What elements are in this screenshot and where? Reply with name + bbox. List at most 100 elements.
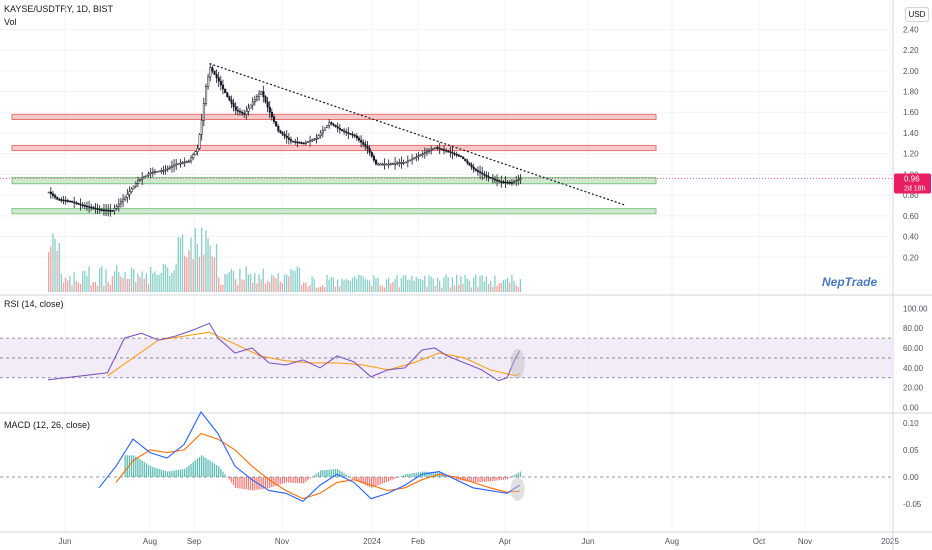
candle-body xyxy=(430,149,433,151)
macd-histogram-bar xyxy=(235,477,237,488)
candle-body xyxy=(368,148,371,153)
volume-bar xyxy=(477,287,479,292)
volume-bar xyxy=(264,283,267,292)
candle-body xyxy=(472,166,475,170)
volume-bar xyxy=(194,227,196,292)
candle-body xyxy=(285,135,288,139)
candle-body xyxy=(355,135,358,139)
volume-bar xyxy=(235,279,237,292)
candle-body xyxy=(100,209,103,211)
volume-bar xyxy=(430,276,432,292)
volume-bar xyxy=(269,281,271,292)
volume-bar xyxy=(143,279,145,292)
macd-tick-label: 0.10 xyxy=(903,419,919,428)
last-price-label: 0.96 xyxy=(904,175,920,184)
currency-button[interactable]: USD xyxy=(905,7,929,22)
volume-bar xyxy=(164,264,167,292)
volume-bar xyxy=(139,276,141,292)
volume-bar xyxy=(254,272,256,292)
macd-histogram-bar xyxy=(239,477,241,489)
volume-bar xyxy=(105,268,107,292)
candle-body xyxy=(460,155,463,158)
volume-bar xyxy=(241,279,243,292)
candle-body xyxy=(111,210,114,212)
macd-title: MACD (12, 26, close) xyxy=(4,420,91,430)
macd-histogram-bar xyxy=(411,473,413,477)
candle-body xyxy=(434,147,437,149)
candle-body xyxy=(432,148,435,150)
candle-body xyxy=(313,138,316,141)
candle-body xyxy=(474,168,477,171)
candle-body xyxy=(171,165,174,168)
macd-histogram-bar xyxy=(175,470,177,477)
candle-body xyxy=(506,181,509,184)
macd-histogram-bar xyxy=(315,473,318,477)
candle-body xyxy=(279,130,282,133)
volume-bar xyxy=(354,276,356,292)
volume-bar xyxy=(116,265,118,292)
price-tick-label: 2.20 xyxy=(903,46,919,55)
volume-bar xyxy=(124,271,126,292)
volume-bar xyxy=(150,266,152,292)
price-tick-label: 2.00 xyxy=(903,67,919,76)
candle-body xyxy=(202,103,205,121)
candle-body xyxy=(307,141,310,143)
macd-histogram-bar xyxy=(417,472,420,477)
volume-bar xyxy=(445,274,447,292)
volume-bar xyxy=(481,275,483,292)
macd-histogram-bar xyxy=(502,477,505,480)
volume-bar xyxy=(266,280,269,292)
candle-body xyxy=(92,207,95,209)
macd-histogram-bar xyxy=(504,477,507,480)
volume-bar xyxy=(324,286,326,292)
volume-bar xyxy=(341,278,343,292)
rsi-tick-label: 100.00 xyxy=(903,304,928,313)
macd-histogram-bar xyxy=(396,477,398,478)
volume-bar xyxy=(364,279,366,292)
candle-body xyxy=(300,142,303,144)
volume-bar xyxy=(181,234,184,292)
macd-histogram-bar xyxy=(194,460,196,477)
volume-bar xyxy=(141,271,143,292)
candle-body xyxy=(381,163,384,166)
x-tick-label: Jun xyxy=(59,537,72,546)
macd-histogram-bar xyxy=(228,477,230,480)
volume-bar xyxy=(368,280,371,292)
volume-bar xyxy=(135,281,137,292)
rsi-line xyxy=(47,322,521,382)
macd-histogram-bar xyxy=(405,474,407,477)
volume-bar xyxy=(207,238,209,292)
volume-bar xyxy=(349,281,352,292)
candle-body xyxy=(345,131,348,134)
candle-body xyxy=(513,181,516,183)
candle-body xyxy=(372,156,375,161)
candle-body xyxy=(117,203,120,207)
volume-bar xyxy=(475,274,477,292)
volume-bar xyxy=(432,278,434,292)
volume-bar xyxy=(237,285,239,292)
macd-histogram-bar xyxy=(332,469,335,477)
macd-histogram-bar xyxy=(487,477,490,482)
volume-bar xyxy=(494,275,496,292)
x-tick-label: Aug xyxy=(665,537,679,546)
candle-body xyxy=(64,200,67,202)
macd-histogram-bar xyxy=(296,477,298,484)
candle-body xyxy=(377,163,380,166)
volume-bar xyxy=(362,276,364,292)
volume-bar xyxy=(290,268,292,292)
volume-bar xyxy=(405,275,407,292)
candle-body xyxy=(496,179,499,182)
macd-histogram-bar xyxy=(313,475,315,477)
candle-body xyxy=(500,181,503,183)
candle-body xyxy=(402,161,405,164)
volume-bar xyxy=(415,276,417,292)
macd-histogram-bar xyxy=(213,463,216,477)
macd-histogram-bar xyxy=(511,476,513,477)
macd-histogram-bar xyxy=(135,456,137,477)
macd-histogram-bar xyxy=(362,477,364,485)
volume-bar xyxy=(256,283,258,292)
macd-histogram-bar xyxy=(232,477,235,486)
candle-body xyxy=(236,109,239,112)
